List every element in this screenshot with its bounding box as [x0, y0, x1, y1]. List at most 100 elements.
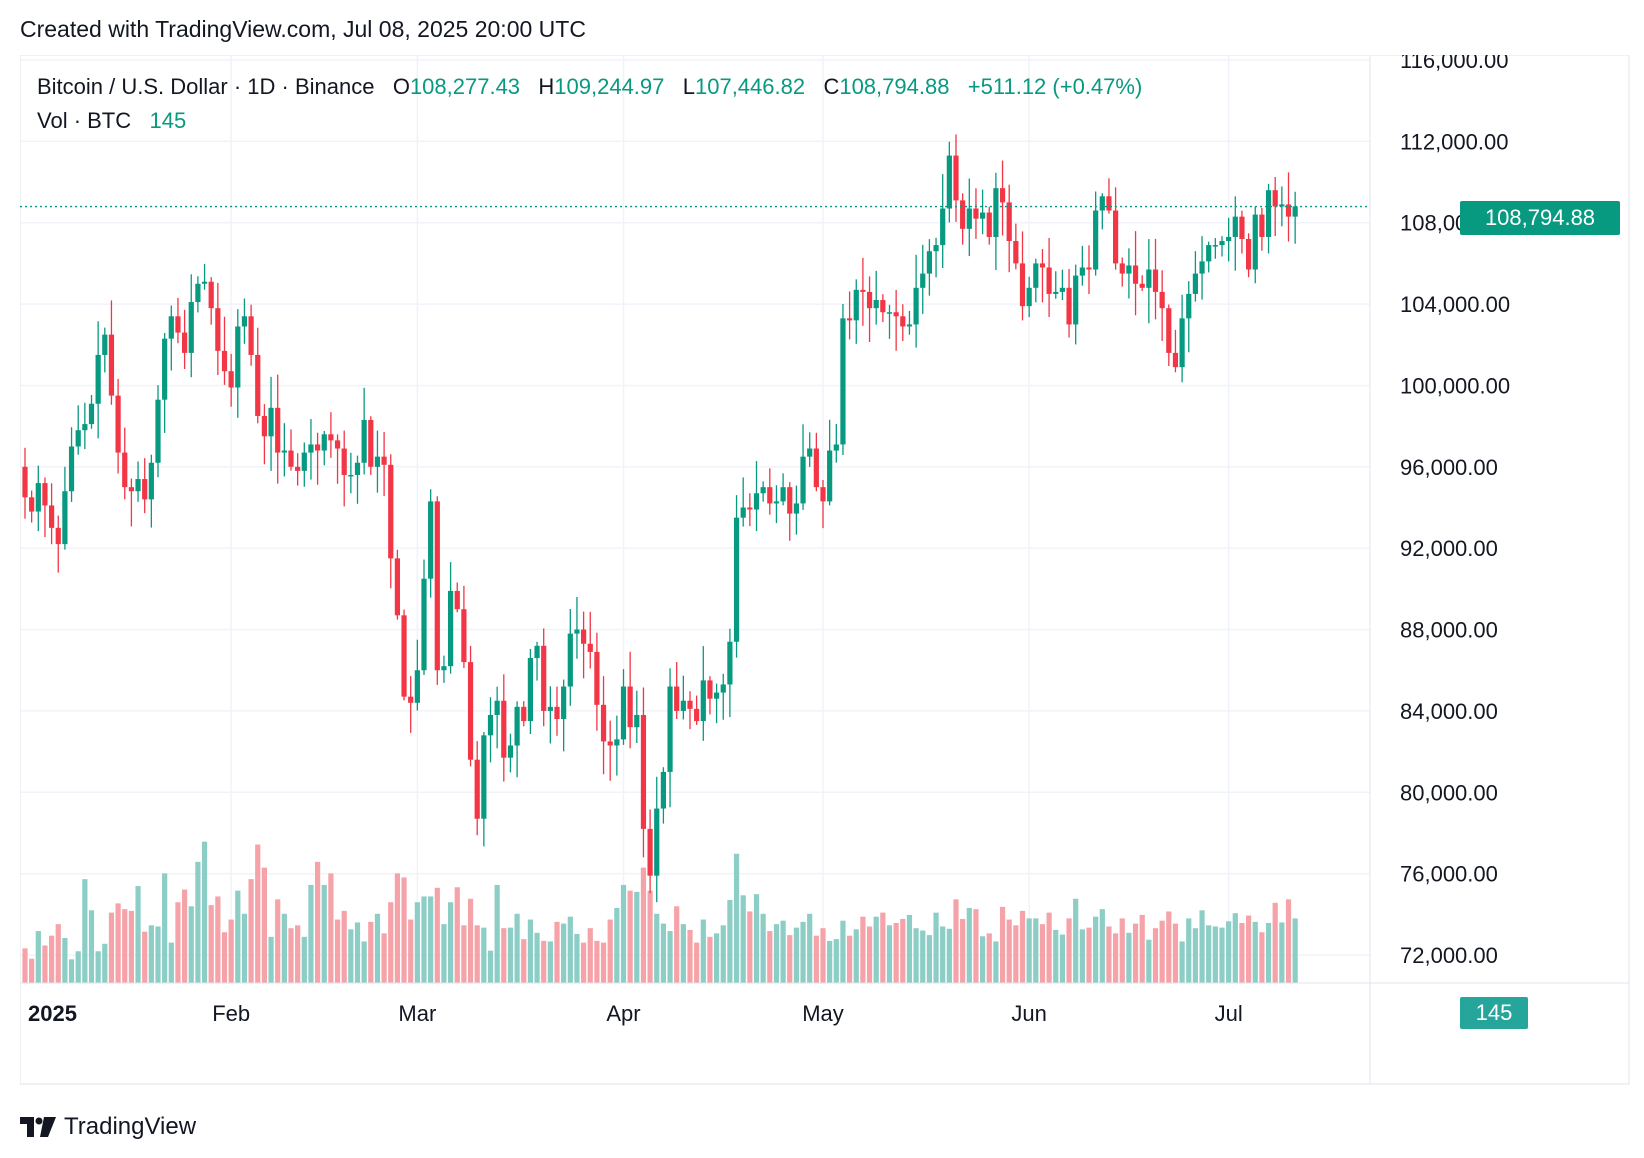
volume-bar — [1046, 912, 1052, 983]
volume-bar — [514, 913, 520, 983]
candle-body — [1206, 245, 1212, 262]
candle-body — [49, 505, 55, 528]
volume-bar — [680, 924, 686, 983]
candle-body — [1106, 196, 1112, 211]
volume-bar — [414, 902, 420, 983]
candle-body — [1073, 275, 1079, 325]
candle-body — [594, 651, 600, 705]
price-chart[interactable]: 116,000.00112,000.00108,000.00104,000.00… — [20, 55, 1630, 1085]
candle-body — [1239, 216, 1245, 239]
legend-low-value: 107,446.82 — [694, 74, 806, 99]
candle-body — [461, 609, 467, 663]
candle-body — [175, 316, 181, 333]
volume-bar — [1232, 913, 1238, 983]
chart-area[interactable]: 116,000.00 112,000.00 108,000.00 104,000.00… — [20, 55, 1630, 1085]
candle-body — [587, 643, 593, 652]
volume-bar — [507, 927, 514, 983]
candle-body — [1265, 190, 1272, 237]
volume-bar — [534, 932, 540, 983]
y-axis-tick-label: 112,000.00 — [1400, 129, 1508, 154]
volume-bar — [1006, 919, 1012, 983]
volume-bar — [627, 890, 633, 983]
candle-body — [614, 739, 620, 746]
candle-body — [115, 395, 121, 453]
volume-bar — [49, 935, 55, 983]
candle-body — [334, 440, 341, 449]
candle-body — [1272, 190, 1278, 207]
volume-bar — [1265, 923, 1272, 983]
candle-body — [860, 289, 866, 292]
candle-body — [448, 590, 454, 667]
volume-bar — [1179, 941, 1185, 983]
y-axis-tick-label: 116,000.00 — [1400, 55, 1508, 73]
volume-bars — [22, 841, 1298, 983]
candle-body — [421, 578, 427, 671]
candle-body — [494, 700, 500, 715]
volume-bar — [600, 942, 607, 983]
candle-body — [820, 487, 826, 502]
candle-body — [913, 287, 919, 325]
volume-bar — [208, 905, 214, 983]
candle-body — [434, 501, 440, 671]
candle-body — [1166, 308, 1172, 353]
volume-bar — [1186, 918, 1192, 983]
candle-body — [1132, 265, 1139, 284]
candle-body — [953, 155, 959, 201]
volume-bar — [201, 841, 208, 983]
volume-bar — [394, 873, 400, 983]
candle-body — [521, 706, 527, 722]
volume-bar — [827, 940, 833, 983]
candle-body — [122, 452, 128, 488]
candle-body — [1146, 269, 1152, 288]
volume-bar — [1099, 909, 1105, 983]
candle-body — [966, 208, 972, 229]
volume-bar — [1166, 911, 1172, 983]
y-axis-tick-label: 84,000.00 — [1400, 699, 1498, 724]
brand-footer[interactable]: TradingView — [20, 1112, 196, 1142]
volume-bar — [1279, 922, 1285, 983]
volume-bar — [767, 931, 773, 983]
candle-body — [886, 312, 893, 314]
candle-body — [162, 338, 168, 400]
candle-body — [906, 324, 913, 327]
volume-bar — [454, 887, 460, 983]
volume-bar — [1285, 899, 1292, 983]
legend-volume-value: 145 — [149, 108, 187, 133]
volume-bar — [946, 928, 952, 983]
volume-bar — [860, 916, 866, 983]
volume-bar — [1199, 910, 1205, 983]
volume-bar — [1212, 926, 1218, 983]
y-axis-tick-label: 96,000.00 — [1400, 455, 1498, 480]
volume-bar — [281, 913, 287, 983]
volume-bar — [22, 948, 28, 983]
volume-bar — [494, 884, 500, 983]
candle-body — [627, 686, 633, 728]
volume-bar — [1226, 921, 1232, 983]
candle-body — [1026, 287, 1032, 307]
legend: Bitcoin / U.S. Dollar · 1D · Binance O10… — [37, 70, 1142, 138]
volume-bar — [82, 879, 88, 983]
volume-bar — [1053, 929, 1059, 983]
candle-body — [940, 208, 946, 246]
volume-bar — [1146, 939, 1152, 983]
candle-body — [534, 645, 540, 659]
y-axis-tick-label: 100,000.00 — [1400, 373, 1510, 398]
volume-bar — [241, 913, 248, 983]
y-axis-tick-label: 104,000.00 — [1400, 292, 1510, 317]
volume-bar — [1106, 926, 1112, 983]
candle-body — [381, 456, 387, 465]
candle-body — [840, 318, 846, 445]
candle-body — [1066, 287, 1072, 325]
candle-body — [315, 444, 321, 451]
candle-body — [248, 316, 254, 355]
volume-bar — [694, 942, 700, 983]
candle-body — [1259, 214, 1265, 237]
volume-bar — [574, 933, 580, 983]
volume-bar — [926, 935, 932, 983]
candle-body — [1199, 261, 1205, 274]
candle-body — [268, 407, 274, 437]
volume-bar — [461, 925, 467, 983]
volume-bar — [594, 940, 600, 983]
y-axis-tick-label: 72,000.00 — [1400, 943, 1498, 968]
candle-body — [1013, 241, 1019, 264]
